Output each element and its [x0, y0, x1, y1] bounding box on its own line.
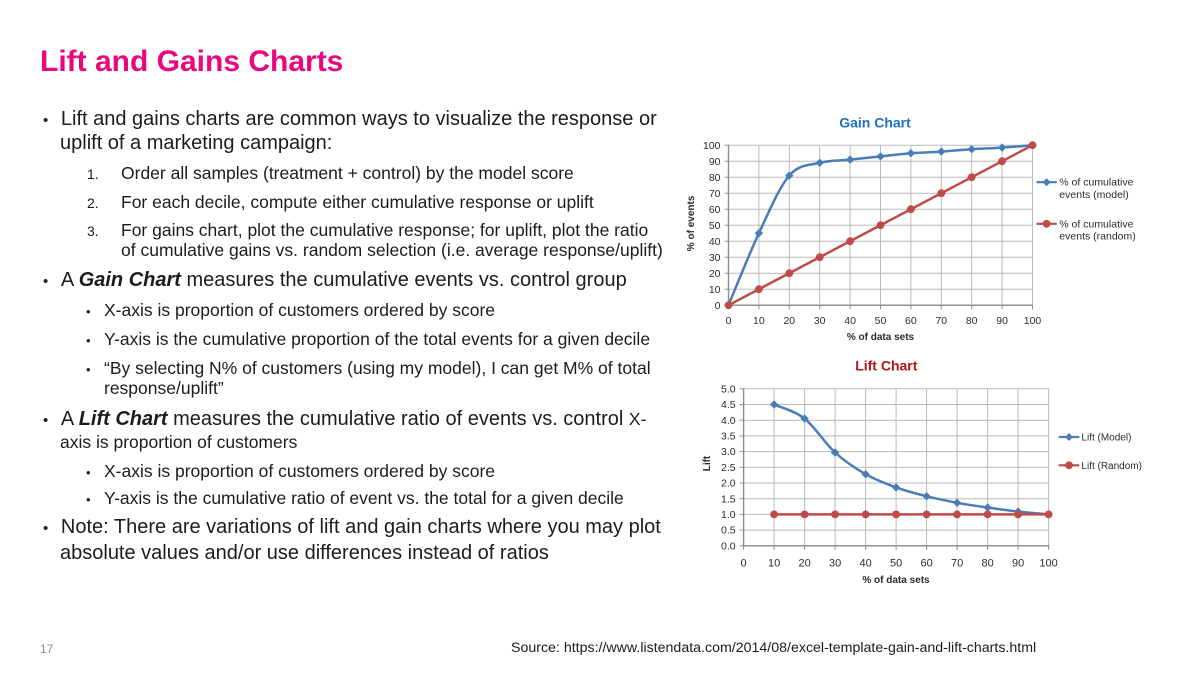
svg-text:40: 40	[844, 315, 856, 327]
svg-text:30: 30	[709, 252, 721, 264]
svg-text:100: 100	[703, 140, 721, 152]
svg-text:1.5: 1.5	[721, 493, 736, 505]
svg-text:60: 60	[905, 315, 917, 327]
svg-text:0.5: 0.5	[721, 525, 736, 537]
svg-text:0.0: 0.0	[721, 540, 736, 552]
svg-text:10: 10	[753, 315, 765, 327]
svg-text:Lift (Model): Lift (Model)	[1081, 433, 1131, 444]
svg-text:% of cumulative: % of cumulative	[1059, 177, 1133, 189]
svg-text:30: 30	[829, 558, 841, 570]
svg-text:90: 90	[709, 156, 721, 168]
svg-text:70: 70	[951, 558, 963, 570]
svg-text:Gain Chart: Gain Chart	[839, 115, 911, 131]
svg-text:% of data sets: % of data sets	[847, 332, 915, 343]
svg-text:80: 80	[966, 315, 978, 327]
svg-text:100: 100	[1039, 558, 1057, 570]
svg-text:0: 0	[726, 315, 732, 327]
svg-text:20: 20	[783, 315, 795, 327]
svg-text:50: 50	[709, 220, 721, 232]
svg-text:% of data sets: % of data sets	[862, 575, 930, 586]
svg-text:60: 60	[709, 204, 721, 216]
svg-text:4.5: 4.5	[721, 399, 736, 411]
svg-text:20: 20	[798, 558, 810, 570]
svg-text:40: 40	[859, 558, 871, 570]
svg-text:10: 10	[709, 284, 721, 296]
svg-text:5.0: 5.0	[721, 383, 736, 395]
svg-text:60: 60	[920, 558, 932, 570]
svg-text:4.0: 4.0	[721, 415, 736, 427]
svg-text:80: 80	[709, 172, 721, 184]
svg-text:90: 90	[996, 315, 1008, 327]
svg-text:70: 70	[935, 315, 947, 327]
svg-text:10: 10	[768, 558, 780, 570]
svg-text:0: 0	[715, 300, 721, 312]
svg-text:20: 20	[709, 268, 721, 280]
svg-text:events (model): events (model)	[1059, 189, 1128, 201]
svg-text:events (random): events (random)	[1059, 231, 1135, 243]
svg-text:1.0: 1.0	[721, 509, 736, 521]
svg-text:3.0: 3.0	[721, 446, 736, 458]
svg-text:2.5: 2.5	[721, 462, 736, 474]
svg-text:3.5: 3.5	[721, 431, 736, 443]
svg-text:Lift Chart: Lift Chart	[855, 358, 918, 374]
svg-text:0: 0	[741, 558, 747, 570]
svg-text:80: 80	[981, 558, 993, 570]
svg-text:70: 70	[709, 188, 721, 200]
svg-text:Lift: Lift	[702, 455, 713, 471]
svg-text:50: 50	[890, 558, 902, 570]
svg-text:50: 50	[875, 315, 887, 327]
svg-text:30: 30	[814, 315, 826, 327]
svg-text:40: 40	[709, 236, 721, 248]
svg-text:% of events: % of events	[686, 195, 697, 251]
svg-text:100: 100	[1024, 315, 1042, 327]
svg-text:Lift (Random): Lift (Random)	[1081, 461, 1142, 472]
svg-text:90: 90	[1012, 558, 1024, 570]
svg-text:2.0: 2.0	[721, 478, 736, 490]
svg-text:% of cumulative: % of cumulative	[1059, 218, 1133, 230]
